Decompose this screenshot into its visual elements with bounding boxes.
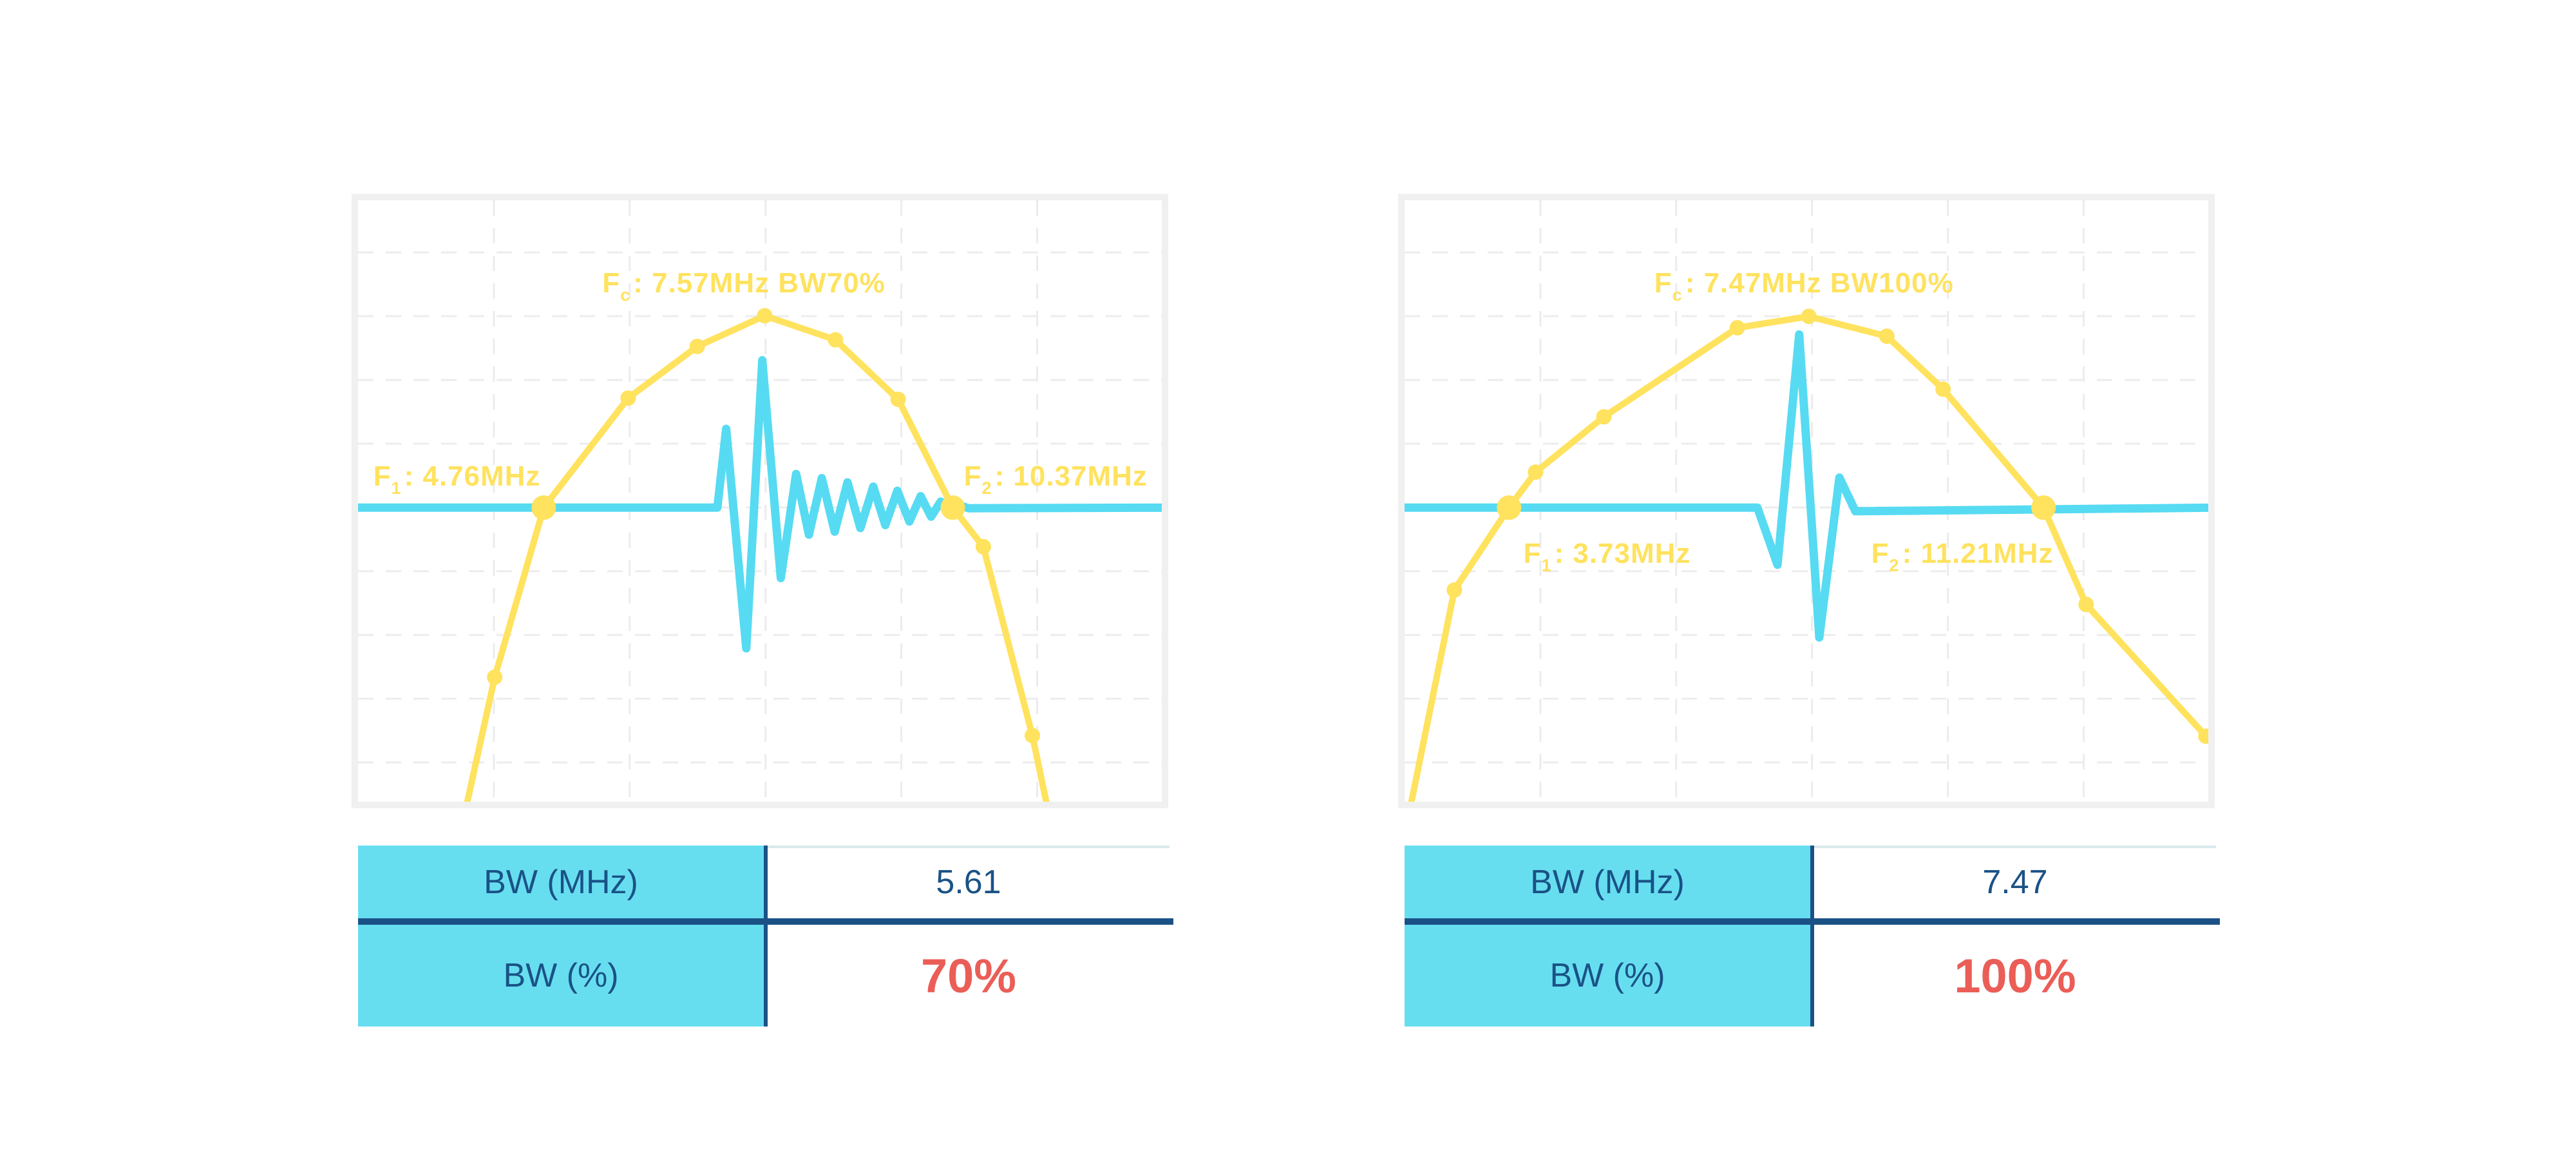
- table-vertical-divider: [764, 846, 768, 1026]
- table-vertical-divider: [1810, 846, 1814, 1026]
- data-point-marker: [1025, 728, 1041, 744]
- chart-svg: [358, 200, 1162, 802]
- f1-symbol: F: [1523, 538, 1542, 570]
- data-point-marker: [1801, 308, 1817, 325]
- f1-annotation: F1: 4.76MHz: [373, 460, 541, 498]
- table-top-border: [768, 846, 1170, 848]
- data-point-marker: [757, 308, 773, 324]
- spectrum-curve-line: [464, 312, 1050, 802]
- table-top-border: [1814, 846, 2216, 848]
- f2-value-text: : 10.37MHz: [994, 460, 1148, 492]
- fc-annotation: Fc: 7.47MHz BW100%: [1654, 267, 1954, 305]
- bw-mhz-value: 5.61: [936, 863, 1001, 901]
- data-point-marker: [2198, 728, 2208, 744]
- data-point-marker: [975, 538, 991, 554]
- cutoff-frequency-marker: [940, 495, 965, 520]
- f1-symbol: F: [373, 460, 392, 492]
- data-point-marker: [1729, 320, 1745, 336]
- fc-annotation: Fc: 7.57MHz BW70%: [602, 267, 886, 305]
- bw-mhz-label: BW (MHz): [484, 863, 638, 901]
- f2-annotation: F2: 10.37MHz: [963, 460, 1148, 498]
- data-point-marker: [1935, 381, 1951, 397]
- bw-percent-value: 100%: [1954, 949, 2076, 1003]
- table-label-column: [1405, 846, 1810, 1026]
- data-point-marker: [1446, 582, 1463, 598]
- spectrum-plot-bw100: Fc: 7.47MHz BW100% F1: 3.73MHz F2: 11.21…: [1398, 194, 2215, 808]
- cutoff-frequency-marker: [2031, 495, 2056, 520]
- data-point-marker: [2078, 596, 2094, 612]
- fc-value-text: : 7.47MHz BW100%: [1685, 267, 1954, 299]
- cutoff-frequency-marker: [531, 495, 556, 520]
- f2-subscript: 2: [1889, 556, 1900, 576]
- bw-percent-label: BW (%): [503, 957, 619, 994]
- data-point-marker: [487, 669, 503, 685]
- spectrum-curve-line: [1408, 313, 2208, 802]
- data-point-marker: [620, 390, 636, 406]
- bw-percent-value: 70%: [920, 949, 1017, 1003]
- pulse-waveform-line: [358, 355, 1162, 653]
- f2-subscript: 2: [981, 478, 992, 498]
- f1-subscript: 1: [391, 478, 402, 498]
- data-point-marker: [689, 338, 705, 354]
- f2-annotation: F2: 11.21MHz: [1871, 538, 2054, 575]
- f1-subscript: 1: [1541, 556, 1552, 576]
- data-point-marker: [1528, 464, 1544, 480]
- data-point-marker: [1596, 409, 1612, 425]
- f2-symbol: F: [1871, 538, 1889, 570]
- data-point-marker: [1879, 328, 1895, 345]
- data-point-marker: [890, 392, 906, 408]
- bw-mhz-label: BW (MHz): [1530, 863, 1685, 901]
- spectrum-plot-bw70: Fc: 7.57MHz BW70% F1: 4.76MHz F2: 10.37M…: [352, 194, 1168, 808]
- f2-symbol: F: [963, 460, 982, 492]
- table-label-column: [358, 846, 764, 1026]
- bw-percent-label: BW (%): [1549, 957, 1665, 994]
- f1-value-text: : 4.76MHz: [404, 460, 541, 492]
- cutoff-frequency-marker: [1497, 495, 1522, 520]
- bw-mhz-value: 7.47: [1982, 863, 2048, 901]
- table-row-divider: [1405, 918, 2220, 925]
- bw-table-bw100: BW (MHz) 7.47 BW (%) 100%: [1405, 846, 2220, 1026]
- fc-subscript: c: [1672, 285, 1683, 305]
- f1-annotation: F1: 3.73MHz: [1523, 538, 1691, 575]
- bw-table-bw70: BW (MHz) 5.61 BW (%) 70%: [358, 846, 1173, 1026]
- f2-value-text: : 11.21MHz: [1902, 538, 2054, 570]
- table-row-divider: [358, 918, 1173, 925]
- pulse-waveform-line: [1405, 330, 2208, 642]
- fc-symbol: F: [602, 267, 621, 299]
- fc-subscript: c: [620, 285, 631, 305]
- f1-value-text: : 3.73MHz: [1554, 538, 1691, 570]
- chart-svg: [1405, 200, 2208, 802]
- fc-symbol: F: [1654, 267, 1672, 299]
- fc-value-text: : 7.57MHz BW70%: [633, 267, 886, 299]
- data-point-marker: [828, 332, 844, 348]
